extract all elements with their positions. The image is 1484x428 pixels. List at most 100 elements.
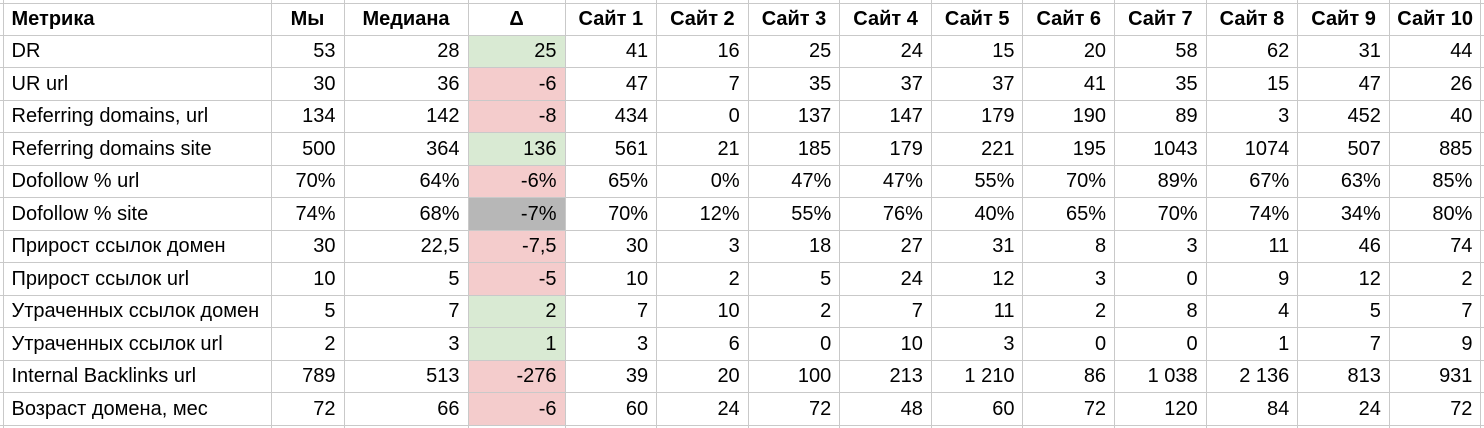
site-value-cell[interactable]: 24 bbox=[656, 392, 749, 426]
site-value-cell[interactable]: 213 bbox=[839, 359, 932, 393]
site-value-cell[interactable]: 885 bbox=[1388, 132, 1482, 166]
site-value-cell[interactable]: 15 bbox=[1205, 67, 1299, 101]
site-value-cell[interactable]: 8 bbox=[1114, 294, 1207, 328]
median-value-cell[interactable]: 142 bbox=[343, 99, 469, 133]
median-value-cell[interactable]: 28 bbox=[343, 34, 469, 68]
site-value-cell[interactable]: 27 bbox=[839, 229, 932, 263]
metric-cell[interactable]: Утраченных ссылок домен bbox=[2, 294, 272, 328]
site-value-cell[interactable]: 0 bbox=[747, 327, 841, 361]
delta-value-cell[interactable]: 2 bbox=[467, 294, 566, 328]
site-value-cell[interactable]: 7 bbox=[1388, 294, 1482, 328]
site-value-cell[interactable]: 24 bbox=[1297, 392, 1390, 426]
my-value-cell[interactable]: 70% bbox=[270, 164, 345, 198]
site-value-cell[interactable]: 3 bbox=[1022, 262, 1116, 296]
site-value-cell[interactable]: 31 bbox=[930, 229, 1024, 263]
delta-value-cell[interactable]: -7,5 bbox=[467, 229, 566, 263]
site-value-cell[interactable]: 2 bbox=[747, 294, 841, 328]
column-header-site[interactable]: Сайт 9 bbox=[1297, 2, 1390, 36]
site-value-cell[interactable]: 5 bbox=[1297, 294, 1390, 328]
metric-cell[interactable]: Dofollow % url bbox=[2, 164, 272, 198]
metric-cell[interactable]: Referring domains, url bbox=[2, 99, 272, 133]
site-value-cell[interactable]: 185 bbox=[747, 132, 841, 166]
site-value-cell[interactable]: 7 bbox=[656, 67, 749, 101]
site-value-cell[interactable]: 7 bbox=[839, 294, 932, 328]
site-value-cell[interactable]: 20 bbox=[656, 359, 749, 393]
site-value-cell[interactable]: 37 bbox=[839, 67, 932, 101]
site-value-cell[interactable]: 26 bbox=[1388, 67, 1482, 101]
site-value-cell[interactable]: 25 bbox=[747, 34, 841, 68]
median-value-cell[interactable]: 68% bbox=[343, 197, 469, 231]
site-value-cell[interactable]: 41 bbox=[1022, 67, 1116, 101]
site-value-cell[interactable]: 72 bbox=[1388, 392, 1482, 426]
delta-value-cell[interactable]: 25 bbox=[467, 34, 566, 68]
site-value-cell[interactable]: 2 136 bbox=[1205, 359, 1299, 393]
site-value-cell[interactable]: 0% bbox=[656, 164, 749, 198]
site-value-cell[interactable]: 62 bbox=[1205, 34, 1299, 68]
site-value-cell[interactable]: 11 bbox=[1205, 229, 1299, 263]
site-value-cell[interactable]: 11 bbox=[930, 294, 1024, 328]
median-value-cell[interactable]: 64% bbox=[343, 164, 469, 198]
metric-cell[interactable]: Утраченных ссылок url bbox=[2, 327, 272, 361]
site-value-cell[interactable]: 3 bbox=[1114, 229, 1207, 263]
site-value-cell[interactable]: 6 bbox=[656, 327, 749, 361]
median-value-cell[interactable]: 364 bbox=[343, 132, 469, 166]
column-header-site[interactable]: Сайт 10 bbox=[1388, 2, 1482, 36]
my-value-cell[interactable]: 500 bbox=[270, 132, 345, 166]
site-value-cell[interactable]: 507 bbox=[1297, 132, 1390, 166]
site-value-cell[interactable]: 147 bbox=[839, 99, 932, 133]
my-value-cell[interactable]: 72 bbox=[270, 392, 345, 426]
site-value-cell[interactable]: 35 bbox=[1114, 67, 1207, 101]
site-value-cell[interactable]: 1 038 bbox=[1114, 359, 1207, 393]
site-value-cell[interactable]: 24 bbox=[839, 34, 932, 68]
site-value-cell[interactable]: 39 bbox=[564, 359, 658, 393]
site-value-cell[interactable]: 931 bbox=[1388, 359, 1482, 393]
site-value-cell[interactable]: 34% bbox=[1297, 197, 1390, 231]
my-value-cell[interactable]: 30 bbox=[270, 229, 345, 263]
site-value-cell[interactable]: 10 bbox=[564, 262, 658, 296]
site-value-cell[interactable]: 3 bbox=[564, 327, 658, 361]
site-value-cell[interactable]: 74% bbox=[1205, 197, 1299, 231]
column-header-site[interactable]: Сайт 7 bbox=[1114, 2, 1207, 36]
site-value-cell[interactable]: 9 bbox=[1205, 262, 1299, 296]
my-value-cell[interactable]: 789 bbox=[270, 359, 345, 393]
site-value-cell[interactable]: 70% bbox=[1114, 197, 1207, 231]
site-value-cell[interactable]: 44 bbox=[1388, 34, 1482, 68]
column-header-site[interactable]: Сайт 2 bbox=[656, 2, 749, 36]
delta-value-cell[interactable]: -5 bbox=[467, 262, 566, 296]
site-value-cell[interactable]: 1 210 bbox=[930, 359, 1024, 393]
site-value-cell[interactable]: 195 bbox=[1022, 132, 1116, 166]
site-value-cell[interactable]: 24 bbox=[839, 262, 932, 296]
site-value-cell[interactable]: 55% bbox=[930, 164, 1024, 198]
site-value-cell[interactable]: 37 bbox=[930, 67, 1024, 101]
column-header-median[interactable]: Медиана bbox=[343, 2, 469, 36]
site-value-cell[interactable]: 41 bbox=[564, 34, 658, 68]
site-value-cell[interactable]: 452 bbox=[1297, 99, 1390, 133]
site-value-cell[interactable]: 4 bbox=[1205, 294, 1299, 328]
column-header-my[interactable]: Мы bbox=[270, 2, 345, 36]
site-value-cell[interactable]: 434 bbox=[564, 99, 658, 133]
site-value-cell[interactable]: 47 bbox=[564, 67, 658, 101]
median-value-cell[interactable]: 66 bbox=[343, 392, 469, 426]
site-value-cell[interactable]: 9 bbox=[1388, 327, 1482, 361]
site-value-cell[interactable]: 48 bbox=[839, 392, 932, 426]
site-value-cell[interactable]: 179 bbox=[839, 132, 932, 166]
site-value-cell[interactable]: 3 bbox=[1205, 99, 1299, 133]
site-value-cell[interactable]: 120 bbox=[1114, 392, 1207, 426]
site-value-cell[interactable]: 85% bbox=[1388, 164, 1482, 198]
my-value-cell[interactable]: 53 bbox=[270, 34, 345, 68]
site-value-cell[interactable]: 70% bbox=[1022, 164, 1116, 198]
delta-value-cell[interactable]: -6 bbox=[467, 392, 566, 426]
site-value-cell[interactable]: 1074 bbox=[1205, 132, 1299, 166]
site-value-cell[interactable]: 46 bbox=[1297, 229, 1390, 263]
column-header-site[interactable]: Сайт 8 bbox=[1205, 2, 1299, 36]
site-value-cell[interactable]: 3 bbox=[930, 327, 1024, 361]
metric-cell[interactable]: Dofollow % site bbox=[2, 197, 272, 231]
site-value-cell[interactable]: 40% bbox=[930, 197, 1024, 231]
site-value-cell[interactable]: 137 bbox=[747, 99, 841, 133]
delta-value-cell[interactable]: -7% bbox=[467, 197, 566, 231]
median-value-cell[interactable]: 36 bbox=[343, 67, 469, 101]
metric-cell[interactable]: Прирост ссылок домен bbox=[2, 229, 272, 263]
site-value-cell[interactable]: 55% bbox=[747, 197, 841, 231]
column-header-site[interactable]: Сайт 5 bbox=[930, 2, 1024, 36]
site-value-cell[interactable]: 15 bbox=[930, 34, 1024, 68]
